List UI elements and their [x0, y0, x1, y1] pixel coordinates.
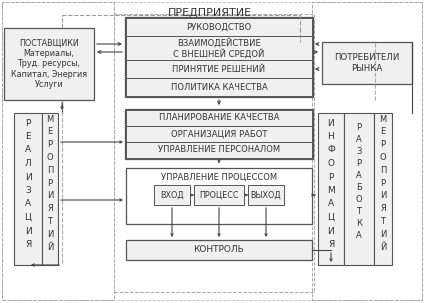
Text: Р: Р [380, 140, 385, 149]
Text: ВЗАИМОДЕЙСТВИЕ
С ВНЕШНЕЙ СРЕДОЙ: ВЗАИМОДЕЙСТВИЕ С ВНЕШНЕЙ СРЕДОЙ [173, 37, 265, 59]
Text: ОРГАНИЗАЦИЯ РАБОТ: ОРГАНИЗАЦИЯ РАБОТ [171, 129, 267, 138]
Text: А: А [356, 135, 362, 145]
Bar [14, 113, 42, 265]
Bar [114, 14, 314, 292]
Text: М: М [46, 115, 53, 124]
Text: Б: Б [356, 184, 362, 192]
Text: УПРАВЛЕНИЕ ПЕРСОНАЛОМ: УПРАВЛЕНИЕ ПЕРСОНАЛОМ [158, 145, 280, 155]
Bar [126, 126, 312, 142]
Text: К: К [356, 219, 362, 228]
Text: И: И [380, 230, 386, 239]
Text: М: М [379, 115, 387, 124]
Text: ПОСТАВЩИКИ
Материалы,
Труд. ресурсы,
Капитал, Энергия
Услуги: ПОСТАВЩИКИ Материалы, Труд. ресурсы, Кап… [11, 39, 87, 89]
Bar [42, 113, 58, 265]
Text: О: О [47, 153, 53, 162]
Text: И: И [328, 118, 335, 128]
Bar [126, 18, 312, 36]
Bar [344, 113, 374, 265]
Text: Я: Я [328, 240, 334, 249]
Text: Е: Е [380, 127, 385, 136]
Text: Р: Р [328, 172, 334, 181]
Text: З: З [25, 186, 31, 195]
Bar [126, 36, 312, 60]
Text: Р: Р [357, 124, 362, 132]
Bar [126, 168, 312, 224]
Bar [4, 28, 94, 100]
Text: О: О [379, 153, 386, 162]
Text: Е: Е [25, 132, 31, 141]
Text: М: М [327, 186, 335, 195]
Text: А: А [25, 199, 31, 208]
Text: А: А [356, 171, 362, 181]
Text: ПРОЦЕСС: ПРОЦЕСС [199, 191, 239, 199]
Bar [2, 2, 114, 300]
Bar [312, 2, 422, 300]
Bar [125, 17, 313, 97]
Text: И: И [25, 172, 31, 181]
Text: Т: Т [380, 217, 385, 226]
Text: Е: Е [47, 127, 53, 136]
Text: Ц: Ц [25, 213, 31, 222]
Text: П: П [380, 166, 386, 175]
Text: УПРАВЛЕНИЕ ПРОЦЕССОМ: УПРАВЛЕНИЕ ПРОЦЕССОМ [161, 172, 277, 181]
Text: Т: Т [47, 217, 53, 226]
Text: Ф: Ф [327, 145, 335, 155]
Text: Л: Л [25, 159, 31, 168]
Text: ВХОД: ВХОД [160, 191, 184, 199]
Text: Р: Р [47, 178, 53, 188]
Bar [374, 113, 392, 265]
Bar [126, 60, 312, 78]
Text: РУКОВОДСТВО: РУКОВОДСТВО [187, 22, 251, 32]
Bar [126, 142, 312, 158]
Bar [126, 78, 312, 96]
Text: Р: Р [25, 118, 31, 128]
Text: П: П [47, 166, 53, 175]
Bar [322, 42, 412, 84]
Bar [126, 110, 312, 126]
Text: ПОТРЕБИТЕЛИ
РЫНКА: ПОТРЕБИТЕЛИ РЫНКА [334, 53, 400, 73]
Text: ПЛАНИРОВАНИЕ КАЧЕСТВА: ПЛАНИРОВАНИЕ КАЧЕСТВА [159, 114, 279, 122]
Text: Н: Н [328, 132, 335, 141]
Text: Я: Я [380, 204, 386, 213]
Text: А: А [356, 231, 362, 241]
Text: И: И [47, 230, 53, 239]
Text: Ц: Ц [327, 213, 335, 222]
Text: О: О [356, 195, 363, 205]
Text: ПОЛИТИКА КАЧЕСТВА: ПОЛИТИКА КАЧЕСТВА [170, 82, 268, 92]
Text: И: И [25, 227, 31, 235]
Text: З: З [356, 148, 362, 157]
Text: Я: Я [25, 240, 31, 249]
Text: А: А [328, 199, 334, 208]
Text: О: О [327, 159, 335, 168]
Text: Й: Й [47, 242, 53, 251]
Text: Р: Р [47, 140, 53, 149]
Text: КОНТРОЛЬ: КОНТРОЛЬ [194, 245, 244, 255]
Text: И: И [328, 227, 335, 235]
Bar [126, 240, 312, 260]
Text: ПРИНЯТИЕ РЕШЕНИЙ: ПРИНЯТИЕ РЕШЕНИЙ [173, 65, 265, 74]
Text: ПРЕДПРИЯТИЕ: ПРЕДПРИЯТИЕ [168, 8, 252, 18]
Bar [194, 185, 244, 205]
Text: И: И [47, 191, 53, 200]
Text: И: И [380, 191, 386, 200]
Text: Р: Р [380, 178, 385, 188]
Text: Я: Я [47, 204, 53, 213]
Text: Р: Р [357, 159, 362, 168]
Bar [154, 185, 190, 205]
Bar [318, 113, 344, 265]
Text: Т: Т [357, 208, 362, 217]
Bar [125, 109, 313, 159]
Text: Й: Й [380, 242, 386, 251]
Text: ВЫХОД: ВЫХОД [251, 191, 281, 199]
Text: А: А [25, 145, 31, 155]
Bar [248, 185, 284, 205]
